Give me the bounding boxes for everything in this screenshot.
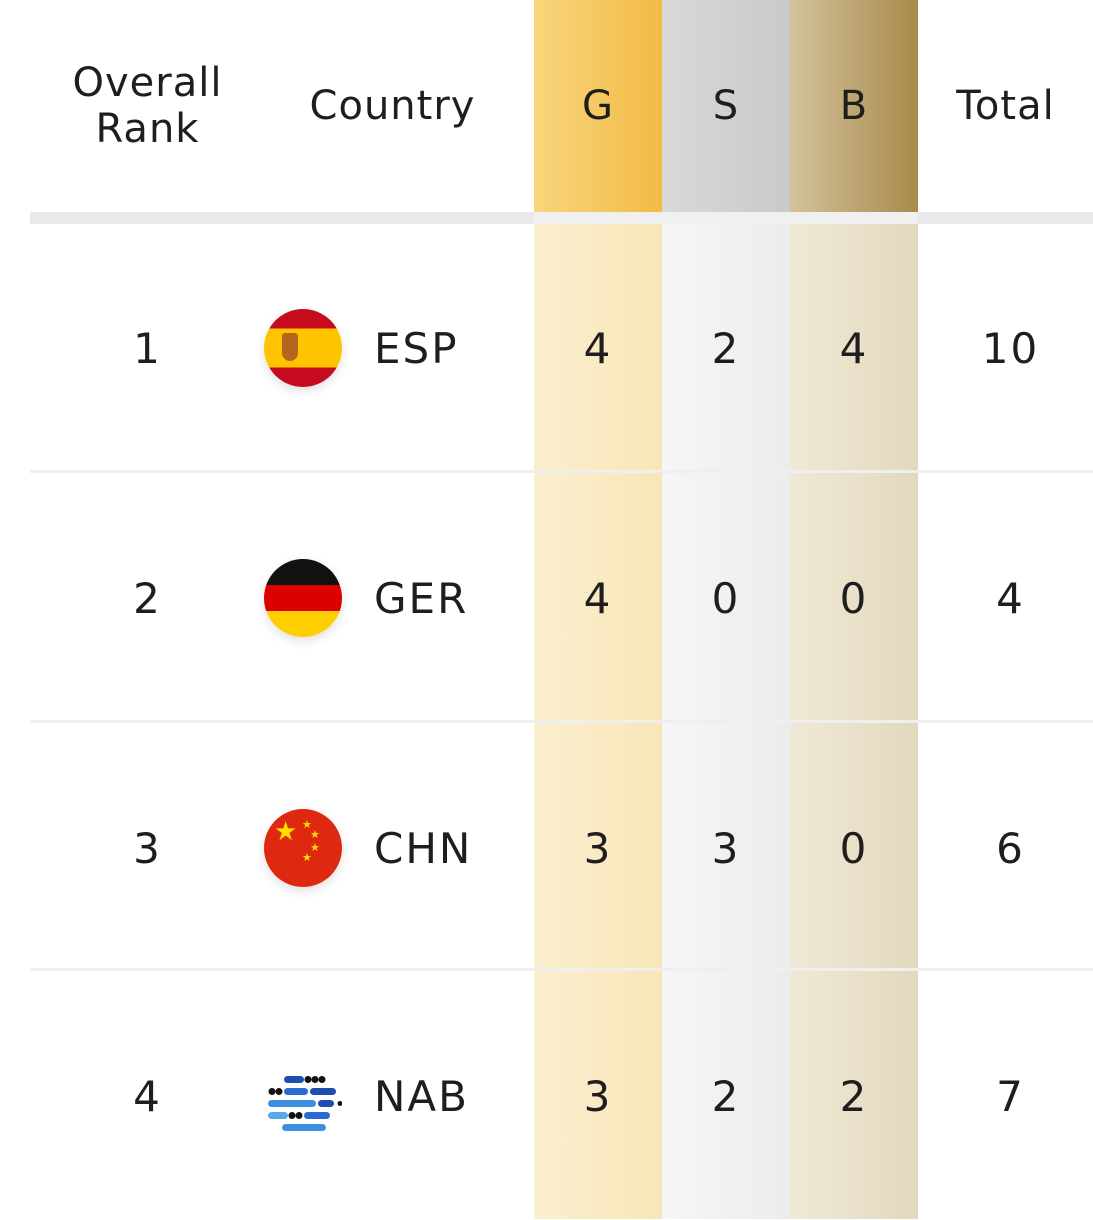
total-count: 10 bbox=[981, 323, 1040, 373]
table-header: Overall Rank Country G S B Total bbox=[0, 0, 1093, 212]
table-row[interactable]: 4 bbox=[0, 972, 1093, 1220]
header-gold[interactable]: G bbox=[534, 0, 662, 212]
table-row[interactable]: 1 ESP 4 2 4 10 bbox=[0, 224, 1093, 472]
china-flag-icon: ★ ★ ★ ★ ★ bbox=[264, 809, 342, 887]
header-divider-gap bbox=[534, 212, 918, 224]
header-country[interactable]: Country bbox=[309, 83, 476, 129]
header-total[interactable]: Total bbox=[956, 83, 1055, 129]
spain-flag-icon bbox=[264, 309, 342, 387]
country-code: CHN bbox=[374, 823, 473, 873]
flag-cell bbox=[264, 224, 342, 472]
gold-medal-label: G bbox=[582, 83, 614, 129]
row-divider bbox=[30, 720, 1093, 723]
silver-count: 3 bbox=[711, 823, 741, 873]
gold-count: 4 bbox=[583, 573, 613, 623]
flag-cell: ★ ★ ★ ★ ★ bbox=[264, 724, 342, 972]
total-count: 7 bbox=[996, 1071, 1025, 1121]
silver-count: 0 bbox=[711, 573, 741, 623]
country-code: NAB bbox=[374, 1071, 469, 1121]
bronze-count: 2 bbox=[839, 1071, 869, 1121]
total-count: 4 bbox=[996, 573, 1025, 623]
header-bronze[interactable]: B bbox=[790, 0, 918, 212]
silver-count: 2 bbox=[711, 323, 741, 373]
country-code: ESP bbox=[374, 323, 459, 373]
nab-logo-icon bbox=[264, 1057, 342, 1135]
gold-count: 3 bbox=[583, 823, 613, 873]
header-silver[interactable]: S bbox=[662, 0, 790, 212]
flag-cell bbox=[264, 474, 342, 722]
silver-medal-label: S bbox=[712, 83, 740, 129]
rank-cell: 1 bbox=[133, 323, 162, 373]
germany-flag-icon bbox=[264, 559, 342, 637]
flag-cell bbox=[264, 972, 342, 1220]
gold-count: 3 bbox=[583, 1071, 613, 1121]
bronze-count: 0 bbox=[839, 573, 869, 623]
row-divider bbox=[30, 470, 1093, 473]
total-count: 6 bbox=[996, 823, 1025, 873]
row-divider bbox=[30, 968, 1093, 971]
country-code: GER bbox=[374, 573, 469, 623]
header-divider bbox=[30, 212, 1093, 224]
table-row[interactable]: 3 ★ ★ ★ ★ ★ CHN 3 3 0 6 bbox=[0, 724, 1093, 972]
bronze-count: 0 bbox=[839, 823, 869, 873]
gold-count: 4 bbox=[583, 323, 613, 373]
bronze-count: 4 bbox=[839, 323, 869, 373]
rank-cell: 2 bbox=[133, 573, 162, 623]
table-row[interactable]: 2 GER 4 0 0 4 bbox=[0, 474, 1093, 722]
rank-cell: 3 bbox=[133, 823, 162, 873]
rank-cell: 4 bbox=[133, 1071, 162, 1121]
silver-count: 2 bbox=[711, 1071, 741, 1121]
bronze-medal-label: B bbox=[839, 83, 869, 129]
header-overall-rank[interactable]: Overall Rank bbox=[72, 60, 223, 152]
